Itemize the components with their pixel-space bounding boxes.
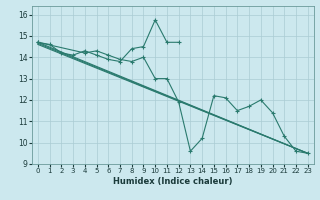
X-axis label: Humidex (Indice chaleur): Humidex (Indice chaleur) xyxy=(113,177,233,186)
